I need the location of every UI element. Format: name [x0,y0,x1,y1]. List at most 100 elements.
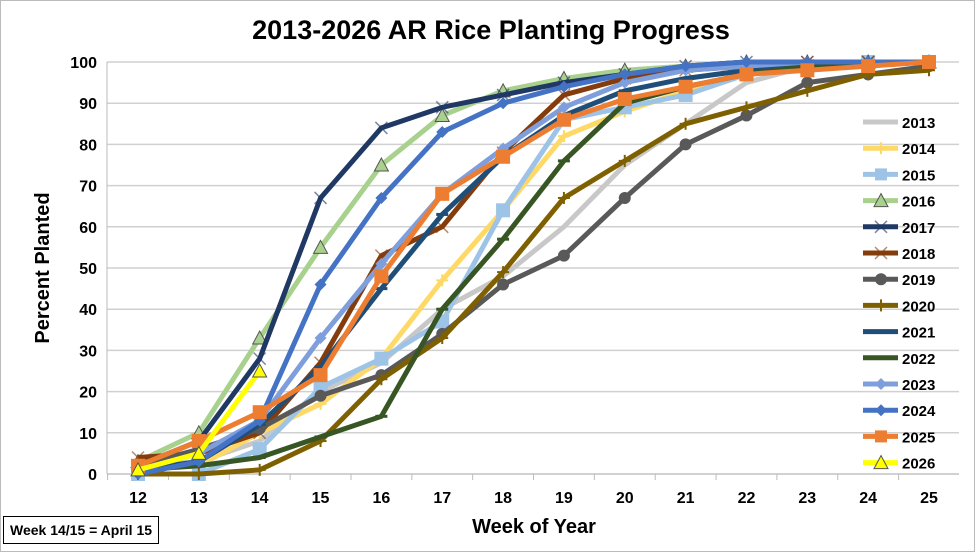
marker-circle [557,249,570,262]
marker-square [875,430,887,443]
marker-diamond [875,378,887,390]
legend-item-2015: 2015 [863,167,935,184]
legend-label: 2026 [902,456,935,473]
legend-label: 2023 [902,377,935,394]
y-tick-label: 90 [79,96,97,113]
marker-square [374,351,389,366]
marker-triangle [373,156,390,172]
marker-circle [740,109,753,122]
legend-item-2019: 2019 [863,272,935,289]
series-2026 [130,362,268,477]
marker-square [252,442,267,457]
x-tick-label: 23 [798,490,816,507]
marker-square [374,269,389,284]
marker-square [496,203,511,218]
series-2025 [131,55,936,473]
legend-label: 2020 [902,298,935,315]
marker-x [435,220,449,234]
y-tick-label: 70 [79,179,97,196]
series-2020 [132,64,935,480]
marker-circle [801,76,814,89]
marker-triangle [251,329,268,345]
legend-item-2024: 2024 [863,403,936,420]
y-tick-label: 100 [70,55,97,72]
x-tick-label: 24 [859,490,877,507]
marker-diamond [436,126,449,139]
marker-triangle [312,239,329,254]
y-tick-label: 0 [88,467,97,484]
legend-label: 2019 [902,272,935,289]
marker-circle [497,278,510,291]
marker-triangle [873,192,889,208]
marker-square [800,63,815,78]
series-2017 [131,55,936,473]
marker-diamond [314,332,327,345]
y-axis-label: Percent Planted [32,192,54,343]
marker-square [435,186,450,201]
marker-x [496,88,510,102]
legend-item-2021: 2021 [863,325,935,342]
marker-diamond [875,404,887,417]
marker-circle [618,191,631,204]
x-tick-label: 13 [190,490,208,507]
marker-square [861,59,876,74]
series-line-2019 [137,63,930,469]
marker-diamond [679,60,692,73]
marker-triangle [191,445,207,460]
marker-diamond [557,101,570,114]
y-tick-label: 40 [79,302,97,319]
legend-label: 2017 [902,220,935,237]
x-tick-label: 12 [129,490,147,507]
x-axis-label: Week of Year [472,516,596,538]
marker-square [678,79,693,94]
chart-title: 2013-2026 AR Rice Planting Progress [252,15,730,45]
marker-x [557,88,571,102]
legend-label: 2021 [902,325,935,342]
marker-square [252,405,267,420]
marker-diamond [557,80,570,93]
marker-square [496,149,511,164]
legend-item-2014: 2014 [863,141,936,158]
legend-item-2018: 2018 [863,246,935,263]
marker-circle [679,138,692,151]
marker-diamond [375,257,388,270]
y-tick-label: 10 [79,426,97,443]
legend-label: 2016 [902,194,935,211]
y-tick-label: 80 [79,137,97,154]
marker-square [922,55,936,69]
y-tick-label: 30 [79,343,97,360]
series-line-2024 [137,59,929,477]
x-tick-label: 19 [555,490,573,507]
x-tick-label: 15 [312,490,330,507]
y-tick-label: 50 [79,261,97,278]
legend-label: 2022 [902,351,935,368]
y-tick-label: 20 [79,385,97,402]
x-tick-label: 17 [433,490,451,507]
series-line-2018 [137,59,929,461]
series-line-2022 [137,59,929,473]
legend-label: 2025 [902,429,935,446]
legend-item-2025: 2025 [863,429,935,446]
x-tick-label: 20 [616,490,634,507]
y-tick-label: 60 [79,220,97,237]
legend-item-2016: 2016 [863,192,935,211]
marker-square [875,168,887,181]
marker-x [253,352,267,366]
marker-square [313,368,328,383]
marker-triangle [130,461,146,477]
marker-triangle [873,454,889,470]
marker-diamond [740,56,753,68]
x-tick-label: 18 [494,490,512,507]
marker-diamond [314,278,327,291]
series-2016 [130,53,937,469]
x-tick-label: 22 [738,490,756,507]
marker-x [374,121,388,135]
legend-item-2023: 2023 [863,377,935,394]
legend-item-2022: 2022 [863,351,935,368]
marker-x [374,249,388,263]
x-tick-label: 25 [920,490,938,507]
legend-item-2017: 2017 [863,220,935,237]
legend-label: 2018 [902,246,935,263]
